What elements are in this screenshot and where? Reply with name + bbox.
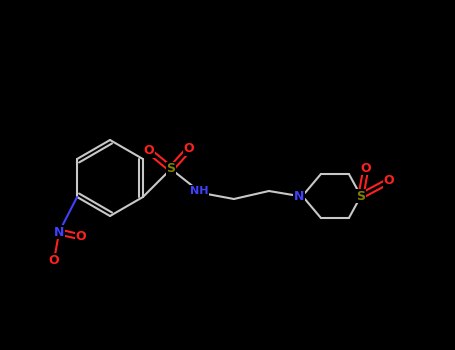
Text: O: O (384, 175, 394, 188)
Text: S: S (356, 189, 365, 203)
Text: O: O (144, 145, 154, 158)
Text: O: O (49, 253, 60, 266)
Text: S: S (167, 162, 176, 175)
Text: O: O (76, 231, 86, 244)
Text: N: N (294, 189, 304, 203)
Text: O: O (361, 161, 371, 175)
Text: NH: NH (190, 186, 208, 196)
Text: O: O (184, 142, 194, 155)
Text: N: N (54, 225, 64, 238)
